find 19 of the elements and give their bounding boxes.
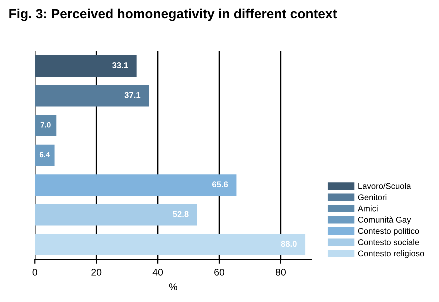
data-label: 65.6: [212, 182, 228, 188]
x-axis-title: %: [169, 284, 178, 290]
x-tick-label: 20: [92, 269, 102, 276]
x-tick-label: 80: [276, 269, 286, 276]
data-label: 52.8: [173, 211, 189, 218]
legend-label: Contesto religioso: [358, 250, 424, 258]
data-label: 33.1: [112, 62, 128, 68]
data-label: 88.0: [281, 241, 297, 248]
legend-label: Contesto sociale: [358, 239, 420, 246]
x-tick-label: 60: [214, 269, 225, 276]
data-label: 37.1: [124, 92, 141, 98]
legend-label: Amici: [358, 206, 378, 212]
legend-label: Lavoro/Scuola: [358, 183, 412, 190]
chart-title: Fig. 3: Perceived homonegativity in different context: [10, 8, 338, 22]
x-tick-label: 40: [152, 269, 164, 276]
legend-label: Comunità Gay: [358, 216, 412, 225]
legend-label: Contesto politico: [358, 228, 420, 236]
x-tick-label: 0: [32, 269, 38, 276]
legend-label: Genitori: [358, 194, 387, 200]
